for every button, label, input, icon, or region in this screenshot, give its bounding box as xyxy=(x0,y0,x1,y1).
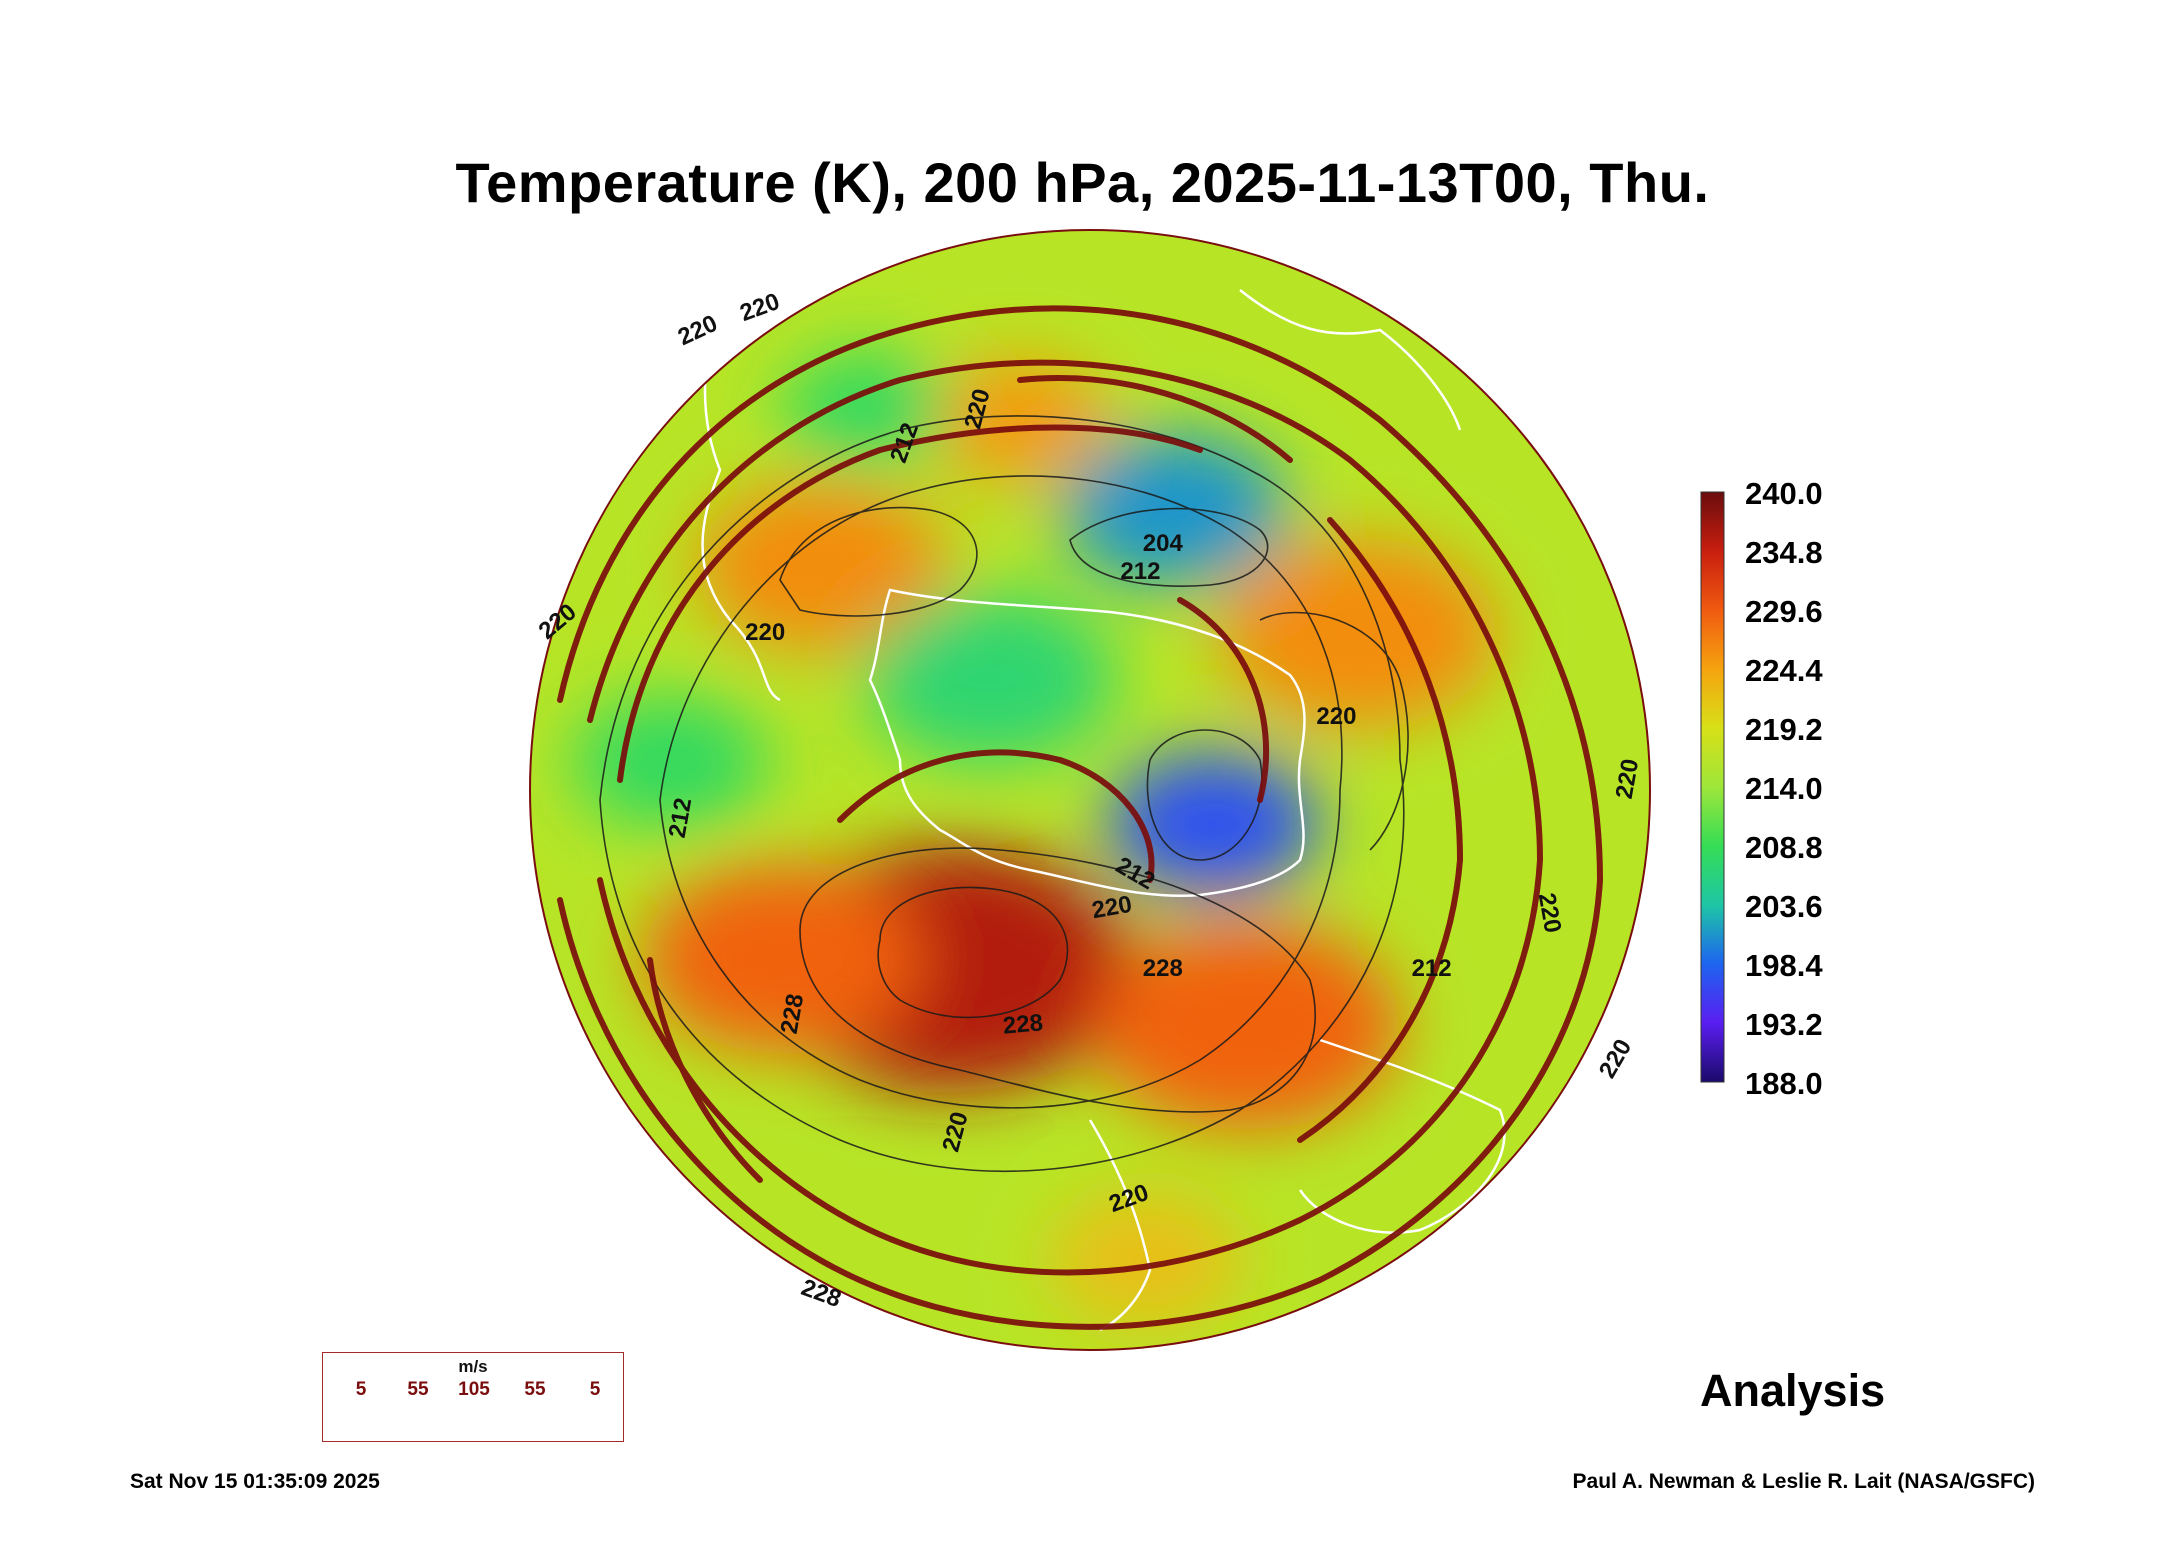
colorbar xyxy=(1700,491,1725,1083)
isotherm-label: 204 xyxy=(1142,529,1183,557)
isotherm-224-b xyxy=(1259,611,1409,851)
isotherm-label: 212 xyxy=(1411,955,1452,983)
africa-coast xyxy=(1239,289,1462,431)
colorbar-tick: 214.0 xyxy=(1745,771,1823,806)
cold-temperature-region xyxy=(572,695,768,829)
wind-legend-speed: 5 xyxy=(589,1379,601,1400)
isotherm-212 xyxy=(659,475,1343,1109)
colorbar-tick: 203.6 xyxy=(1745,889,1823,924)
wind-legend-unit: m/s xyxy=(458,1357,488,1376)
wind-legend-speed: 105 xyxy=(458,1379,490,1400)
south-america-coast xyxy=(701,319,781,702)
credit: Paul A. Newman & Leslie R. Lait (NASA/GS… xyxy=(1572,1470,2035,1493)
australia-coast xyxy=(1298,1038,1506,1234)
antarctica-coast xyxy=(868,588,1306,897)
warm-temperature-region xyxy=(1048,1193,1244,1328)
colorbar-tick: 208.8 xyxy=(1745,830,1823,865)
wind-legend-speed: 55 xyxy=(407,1379,429,1400)
colorbar-tick: 224.4 xyxy=(1745,653,1823,688)
colorbar-tick: 193.2 xyxy=(1745,1007,1823,1042)
wind-legend-speed: 55 xyxy=(524,1379,546,1400)
wind-speed-legend: m/s 5 55 105 55 5 xyxy=(322,1352,624,1442)
isotherm-228 xyxy=(799,847,1316,1113)
wind-legend-speed: 5 xyxy=(355,1379,367,1400)
isotherm-220 xyxy=(599,415,1405,1173)
cold-temperature-region xyxy=(863,592,1116,764)
isotherm-contours xyxy=(599,415,1409,1173)
analysis-label: Analysis xyxy=(1700,1365,1886,1416)
cold-temperature-region xyxy=(1062,433,1286,587)
streamline-jet-mid xyxy=(587,359,1544,1276)
isotherm-236 xyxy=(877,886,1069,1019)
globe-edge xyxy=(529,229,1651,1351)
isotherm-label: 228 xyxy=(1142,955,1183,983)
streamline-inner-b xyxy=(1297,517,1464,1143)
chart-title: Temperature (K), 200 hPa, 2025-11-13T00,… xyxy=(455,151,1710,214)
colorbar-tick: 240.0 xyxy=(1745,476,1823,511)
warm-temperature-region xyxy=(642,862,922,1054)
isotherm-label: 212 xyxy=(1120,557,1161,585)
streamline-inner-d xyxy=(1017,375,1293,463)
timestamp: Sat Nov 15 01:35:09 2025 xyxy=(130,1470,380,1493)
warm-temperature-region xyxy=(1092,920,1401,1130)
streamline-inner-a xyxy=(617,424,1203,783)
isotherm-label: 228 xyxy=(1001,1009,1044,1040)
colorbar-tick: 219.2 xyxy=(1745,712,1823,747)
isotherm-label: 220 xyxy=(745,619,786,647)
colorbar-tick: 188.0 xyxy=(1745,1066,1823,1101)
warm-temperature-region xyxy=(926,358,1109,483)
streamline-inner-c xyxy=(647,957,763,1183)
isotherm-204-a xyxy=(1069,507,1269,587)
streamline-jet-outer xyxy=(557,305,1604,1330)
streamline-core-a xyxy=(837,749,1155,883)
streamline-core-b xyxy=(1177,597,1270,803)
isotherm-204-b xyxy=(1146,729,1263,861)
colorbar-tick: 229.6 xyxy=(1745,594,1823,629)
colorbar-tick: 198.4 xyxy=(1745,948,1823,983)
colorbar-tick: 234.8 xyxy=(1745,535,1823,570)
isotherm-220-b xyxy=(779,506,978,617)
wind-streamlines xyxy=(557,305,1604,1330)
isotherm-label: 220 xyxy=(1316,703,1357,731)
